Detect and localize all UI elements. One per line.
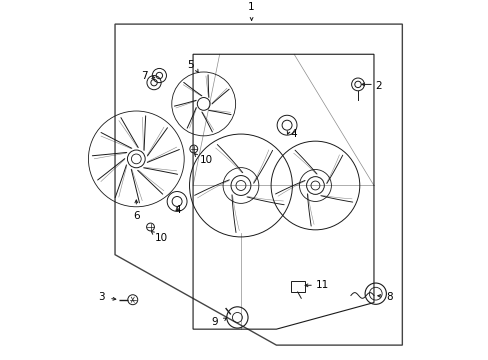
Text: 8: 8 — [386, 292, 392, 302]
Text: 7: 7 — [141, 71, 148, 81]
Text: 3: 3 — [98, 292, 104, 302]
Text: 4: 4 — [290, 129, 297, 139]
Text: 6: 6 — [133, 211, 140, 221]
Text: 10: 10 — [199, 156, 212, 165]
Text: 11: 11 — [316, 280, 329, 290]
Text: 1: 1 — [248, 3, 254, 12]
Text: 4: 4 — [174, 205, 180, 215]
Text: 9: 9 — [211, 317, 218, 327]
Text: 5: 5 — [187, 60, 194, 70]
Text: 2: 2 — [375, 81, 382, 91]
Text: 10: 10 — [154, 233, 167, 243]
